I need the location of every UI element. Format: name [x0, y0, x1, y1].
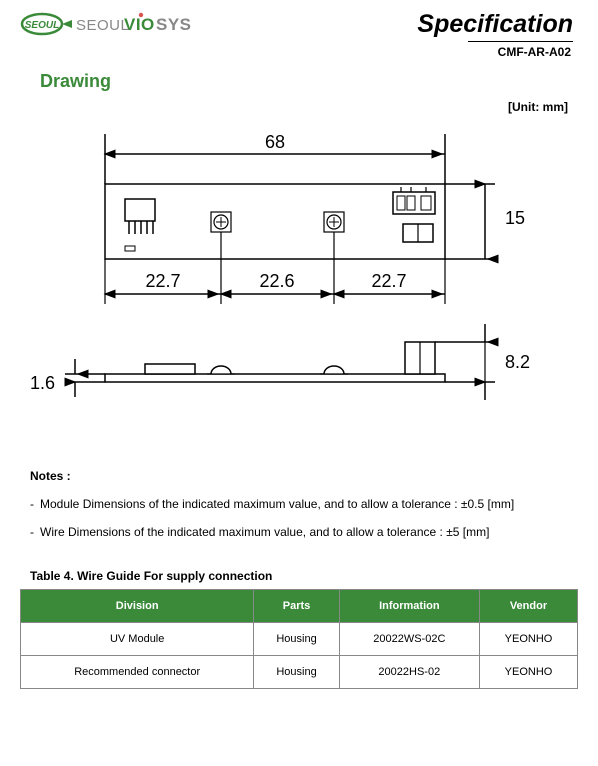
table-caption: Table 4. Wire Guide For supply connectio…	[0, 553, 598, 589]
company-logo: SEOUL SEOUL VIO SYS	[20, 10, 220, 38]
unit-label: [Unit: mm]	[0, 100, 598, 114]
logo-svg: SEOUL SEOUL VIO SYS	[20, 10, 220, 38]
dim-side-h: 8.2	[505, 352, 530, 372]
section-title: Drawing	[40, 71, 598, 92]
logo-oval-text: SEOUL	[25, 20, 59, 31]
note-item: - Module Dimensions of the indicated max…	[30, 497, 568, 511]
notes-block: Notes : - Module Dimensions of the indic…	[0, 439, 598, 539]
dim-seg3: 22.7	[371, 271, 406, 291]
cell: YEONHO	[479, 623, 577, 656]
note-item: - Wire Dimensions of the indicated maxim…	[30, 525, 568, 539]
cell: Recommended connector	[21, 656, 254, 689]
cell: 20022HS-02	[339, 656, 479, 689]
cell: 20022WS-02C	[339, 623, 479, 656]
spec-title: Specification	[417, 10, 573, 39]
cell: YEONHO	[479, 656, 577, 689]
dim-15: 15	[505, 208, 525, 228]
table-row: UV Module Housing 20022WS-02C YEONHO	[21, 623, 578, 656]
cell: Housing	[254, 623, 339, 656]
logo-text-sys: SYS	[156, 15, 192, 34]
page-header: SEOUL SEOUL VIO SYS Specification CMF-AR…	[0, 0, 598, 61]
technical-drawing: 68 15 22.7 22	[0, 114, 598, 439]
wire-guide-table: Division Parts Information Vendor UV Mod…	[20, 589, 578, 689]
note-text: Module Dimensions of the indicated maxim…	[40, 497, 514, 511]
table-row: Recommended connector Housing 20022HS-02…	[21, 656, 578, 689]
spec-block: Specification CMF-AR-A02	[417, 10, 573, 61]
col-parts: Parts	[254, 590, 339, 623]
logo-text-vio: VIO	[124, 15, 155, 34]
logo-text-seoul: SEOUL	[76, 17, 129, 34]
dim-seg2: 22.6	[259, 271, 294, 291]
cell: UV Module	[21, 623, 254, 656]
col-division: Division	[21, 590, 254, 623]
note-text: Wire Dimensions of the indicated maximum…	[40, 525, 489, 539]
dim-seg1: 22.7	[145, 271, 180, 291]
col-information: Information	[339, 590, 479, 623]
cell: Housing	[254, 656, 339, 689]
model-number: CMF-AR-A02	[468, 41, 573, 59]
dim-thickness: 1.6	[30, 373, 55, 393]
notes-heading: Notes :	[30, 469, 568, 483]
col-vendor: Vendor	[479, 590, 577, 623]
table-header-row: Division Parts Information Vendor	[21, 590, 578, 623]
dim-68: 68	[265, 132, 285, 152]
